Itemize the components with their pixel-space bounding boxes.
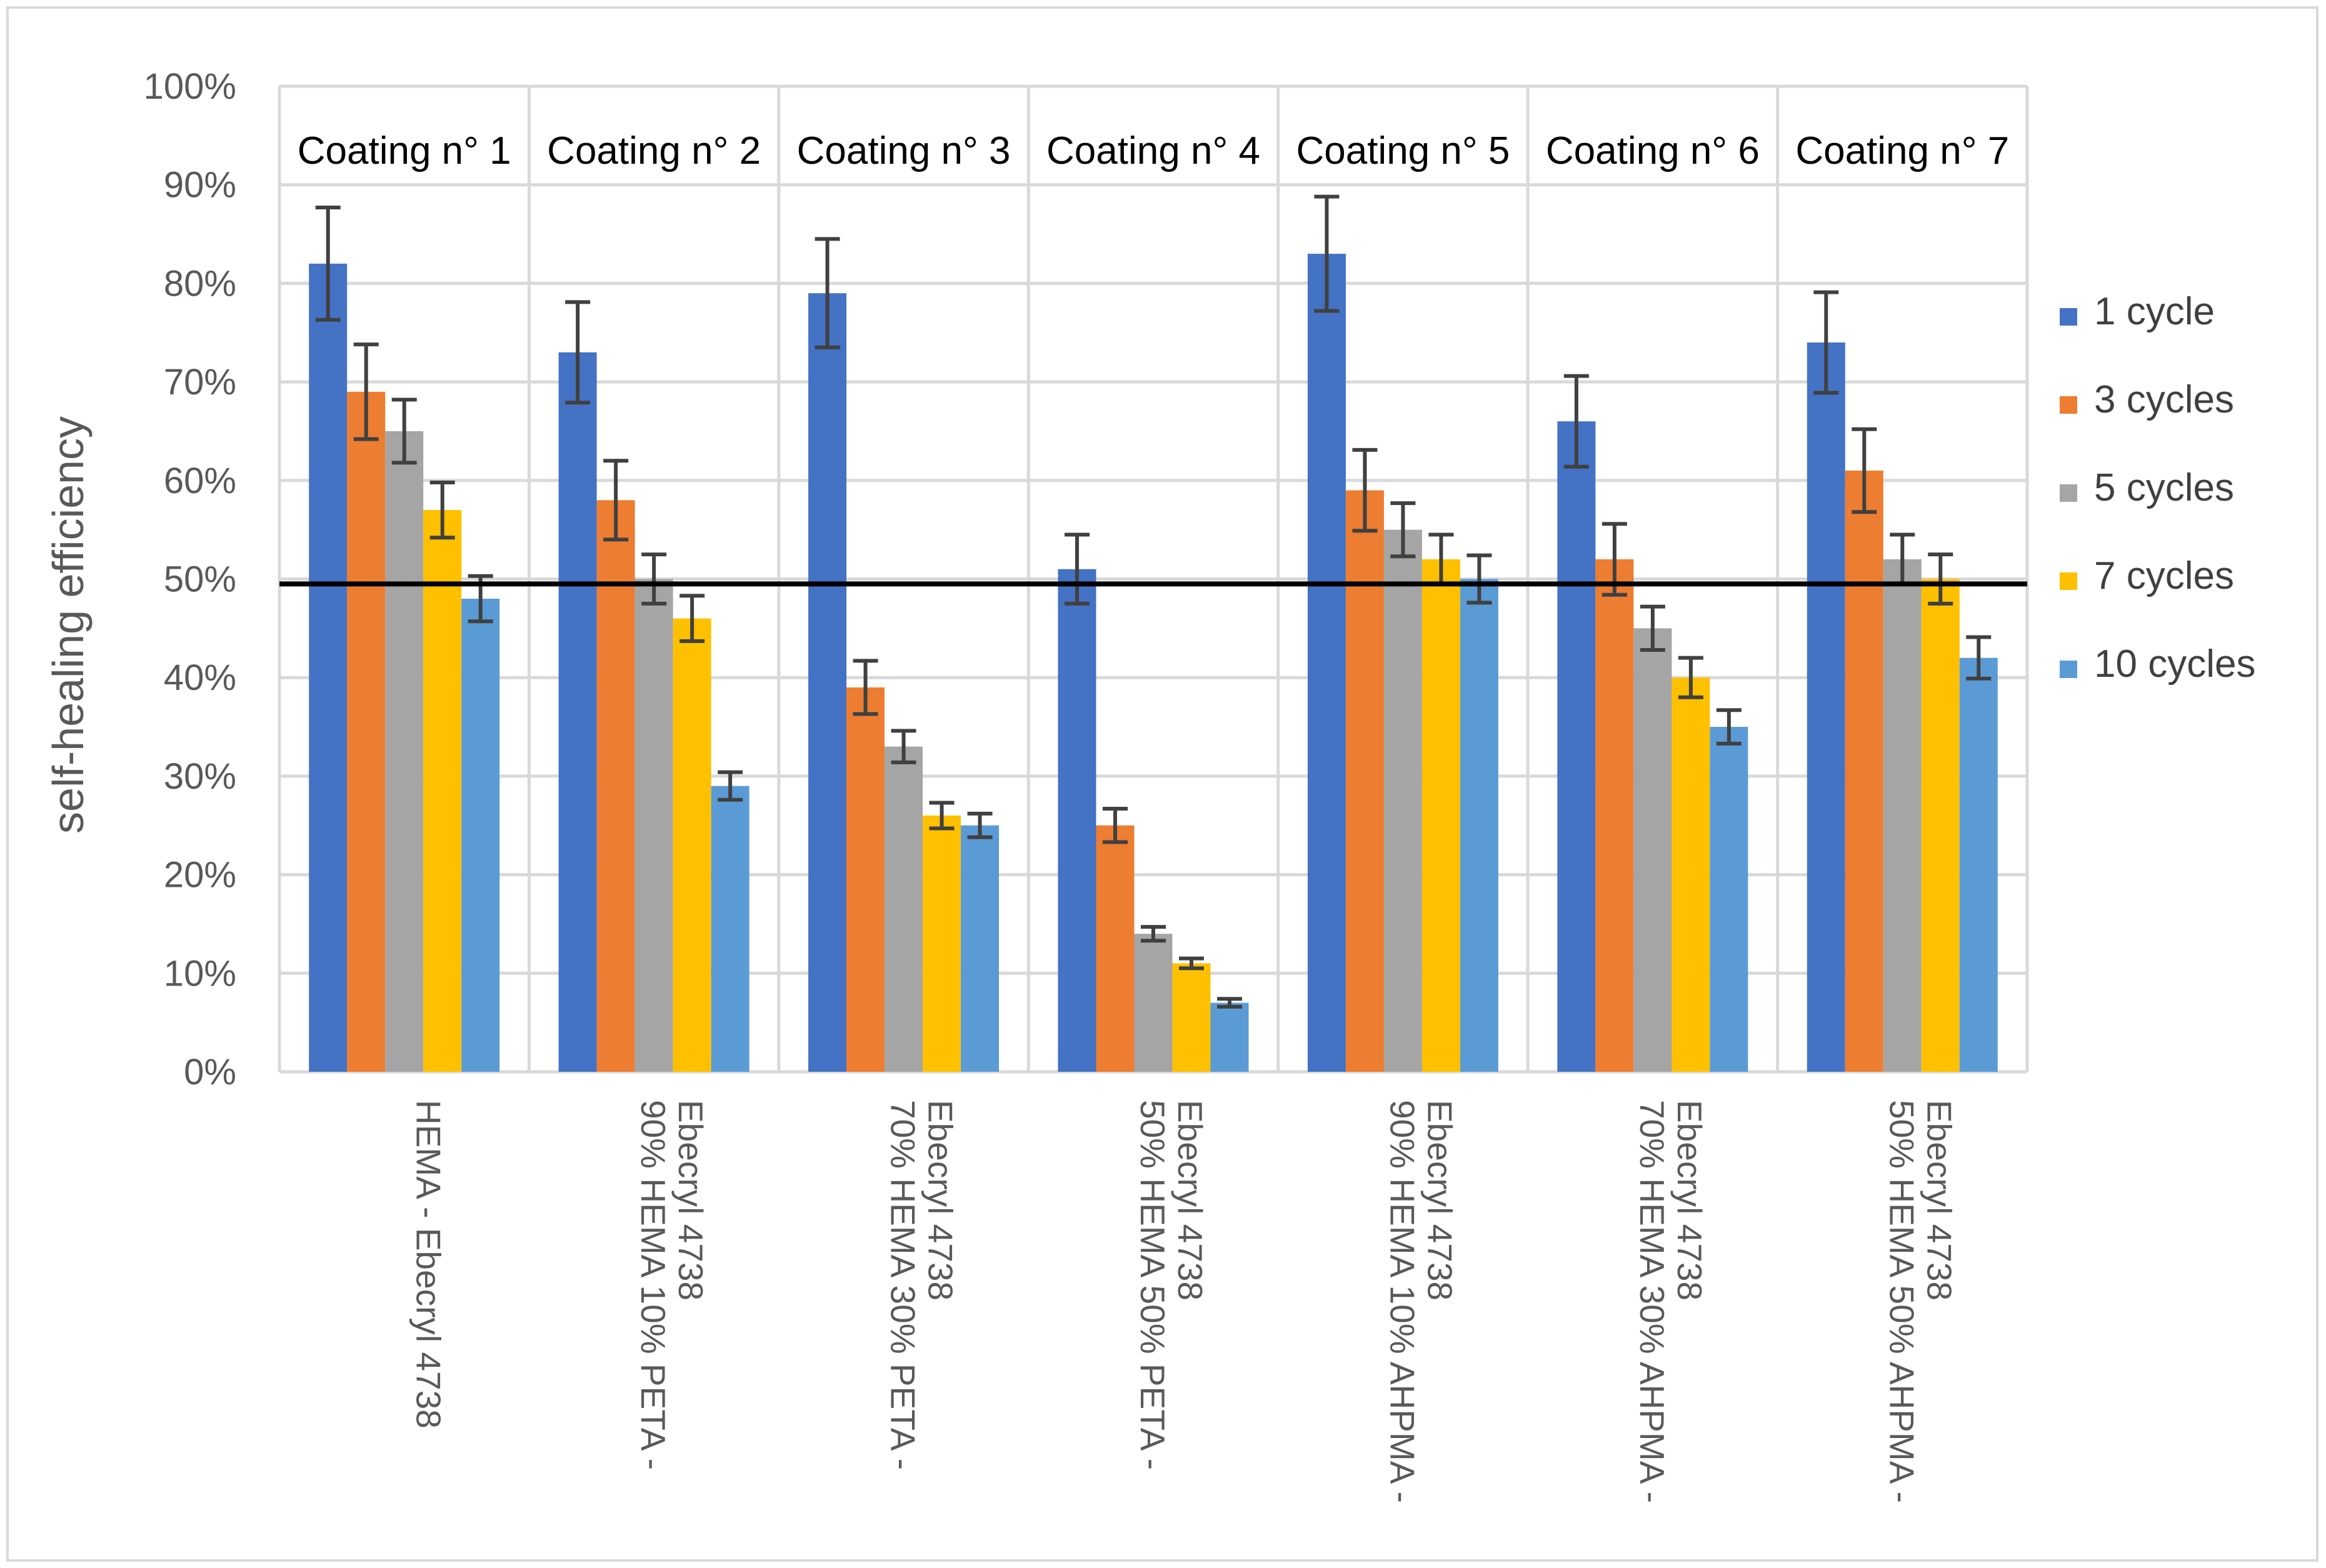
bar-1-cycle-5 bbox=[1307, 254, 1346, 1072]
bar-10-cycles-6 bbox=[1710, 727, 1748, 1072]
y-tick-label: 100% bbox=[144, 66, 236, 107]
bar-3-cycles-2 bbox=[596, 500, 635, 1072]
legend-swatch bbox=[2060, 308, 2077, 326]
y-tick-label: 80% bbox=[164, 263, 236, 304]
y-axis-ticks: 0% 10% 20% 30% 40% 50% 60% 70% 80% 90% 100% bbox=[144, 66, 236, 1092]
category-label-line: 70% HEMA 30% PETA - bbox=[884, 1100, 923, 1470]
bar-7-cycles-5 bbox=[1421, 559, 1460, 1072]
panel-title-5: Coating n° 5 bbox=[1296, 129, 1510, 172]
bar-7-cycles-6 bbox=[1672, 677, 1710, 1072]
bar-1-cycle-2 bbox=[558, 352, 597, 1072]
bar-5-cycles-3 bbox=[885, 746, 923, 1072]
bar-5-cycles-2 bbox=[634, 579, 673, 1072]
y-tick-label: 70% bbox=[164, 362, 236, 402]
legend-label: 1 cycle bbox=[2094, 290, 2215, 333]
bar-10-cycles-7 bbox=[1959, 657, 1998, 1072]
legend-swatch bbox=[2060, 396, 2077, 414]
category-label-line: 50% HEMA 50% PETA - bbox=[1133, 1100, 1172, 1470]
bar-10-cycles-5 bbox=[1460, 579, 1498, 1072]
y-tick-label: 50% bbox=[164, 559, 236, 600]
bar-1-cycle-6 bbox=[1557, 421, 1596, 1072]
legend-label: 3 cycles bbox=[2094, 378, 2234, 421]
bars bbox=[309, 254, 1998, 1072]
bar-7-cycles-4 bbox=[1172, 963, 1211, 1072]
category-labels: HEMA - Ebecryl 4738 90% HEMA 10% PETA -Eb… bbox=[409, 1100, 1959, 1503]
legend-label: 10 cycles bbox=[2094, 642, 2255, 686]
category-label-5: 90% HEMA 10% AHPMA -Ebecryl 4738 bbox=[1383, 1100, 1459, 1503]
category-label-line: Ebecryl 4738 bbox=[1670, 1100, 1709, 1301]
y-tick-label: 20% bbox=[164, 855, 236, 896]
bar-5-cycles-1 bbox=[385, 431, 424, 1072]
legend: 1 cycle 3 cycles 5 cycles 7 cycles 10 cycles bbox=[2060, 290, 2255, 686]
category-label-line: Ebecryl 4738 bbox=[671, 1100, 710, 1301]
bar-5-cycles-5 bbox=[1383, 529, 1422, 1072]
legend-swatch bbox=[2060, 572, 2077, 590]
bar-7-cycles-3 bbox=[923, 815, 961, 1072]
y-tick-label: 10% bbox=[164, 953, 236, 994]
bar-7-cycles-7 bbox=[1921, 579, 1960, 1072]
y-tick-label: 90% bbox=[164, 165, 236, 206]
bar-3-cycles-3 bbox=[846, 687, 885, 1072]
category-label-line: Ebecryl 4738 bbox=[1171, 1100, 1210, 1301]
category-label-line: HEMA - Ebecryl 4738 bbox=[409, 1100, 448, 1429]
category-label-line: Ebecryl 4738 bbox=[1920, 1100, 1958, 1301]
bar-3-cycles-7 bbox=[1845, 471, 1883, 1072]
bar-10-cycles-4 bbox=[1210, 1002, 1249, 1072]
category-label-line: 70% HEMA 30% AHPMA - bbox=[1633, 1100, 1672, 1503]
panel-title-6: Coating n° 6 bbox=[1546, 129, 1760, 172]
error-bars bbox=[315, 194, 1992, 1009]
bar-3-cycles-4 bbox=[1096, 825, 1135, 1072]
category-label-3: 70% HEMA 30% PETA -Ebecryl 4738 bbox=[884, 1100, 960, 1470]
bar-10-cycles-3 bbox=[961, 825, 1000, 1072]
legend-label: 7 cycles bbox=[2094, 554, 2234, 597]
category-label-4: 50% HEMA 50% PETA -Ebecryl 4738 bbox=[1133, 1100, 1210, 1470]
category-label-line: 90% HEMA 10% AHPMA - bbox=[1383, 1100, 1421, 1503]
panel-title-7: Coating n° 7 bbox=[1795, 129, 2009, 172]
panel-titles: Coating n° 1 Coating n° 2 Coating n° 3 Coat… bbox=[298, 129, 2009, 172]
panel-title-2: Coating n° 2 bbox=[547, 129, 761, 172]
bar-10-cycles-2 bbox=[711, 786, 749, 1072]
y-tick-label: 40% bbox=[164, 657, 236, 698]
y-axis-title: self-healing efficiency bbox=[44, 416, 93, 834]
category-label-line: Ebecryl 4738 bbox=[1420, 1100, 1459, 1301]
gridlines bbox=[278, 84, 2029, 1074]
bar-1-cycle-3 bbox=[808, 293, 847, 1072]
panel-title-3: Coating n° 3 bbox=[797, 129, 1011, 172]
category-label-1: HEMA - Ebecryl 4738 bbox=[409, 1100, 448, 1429]
legend-label: 5 cycles bbox=[2094, 466, 2234, 509]
bar-7-cycles-1 bbox=[423, 510, 462, 1072]
bar-7-cycles-2 bbox=[673, 618, 711, 1072]
category-label-line: 90% HEMA 10% PETA - bbox=[634, 1100, 673, 1470]
panel-title-1: Coating n° 1 bbox=[298, 129, 511, 172]
bar-5-cycles-7 bbox=[1883, 559, 1922, 1072]
bar-3-cycles-6 bbox=[1595, 559, 1634, 1072]
y-tick-label: 0% bbox=[184, 1052, 236, 1092]
bar-1-cycle-1 bbox=[309, 263, 348, 1072]
y-tick-label: 60% bbox=[164, 461, 236, 501]
panel-title-4: Coating n° 4 bbox=[1046, 129, 1260, 172]
bar-1-cycle-7 bbox=[1807, 342, 1845, 1072]
legend-swatch bbox=[2060, 484, 2077, 502]
y-tick-label: 30% bbox=[164, 756, 236, 797]
category-label-line: 50% HEMA 50% AHPMA - bbox=[1882, 1100, 1921, 1503]
bar-1-cycle-4 bbox=[1058, 569, 1096, 1072]
bar-3-cycles-5 bbox=[1345, 490, 1384, 1072]
bar-3-cycles-1 bbox=[347, 391, 386, 1072]
category-label-line: Ebecryl 4738 bbox=[921, 1100, 960, 1301]
legend-swatch bbox=[2060, 661, 2077, 678]
bar-10-cycles-1 bbox=[461, 599, 500, 1072]
bar-5-cycles-6 bbox=[1633, 628, 1672, 1072]
bar-5-cycles-4 bbox=[1134, 934, 1173, 1072]
category-label-7: 50% HEMA 50% AHPMA -Ebecryl 4738 bbox=[1882, 1100, 1958, 1503]
category-label-6: 70% HEMA 30% AHPMA -Ebecryl 4738 bbox=[1633, 1100, 1709, 1503]
category-label-2: 90% HEMA 10% PETA -Ebecryl 4738 bbox=[634, 1100, 710, 1470]
